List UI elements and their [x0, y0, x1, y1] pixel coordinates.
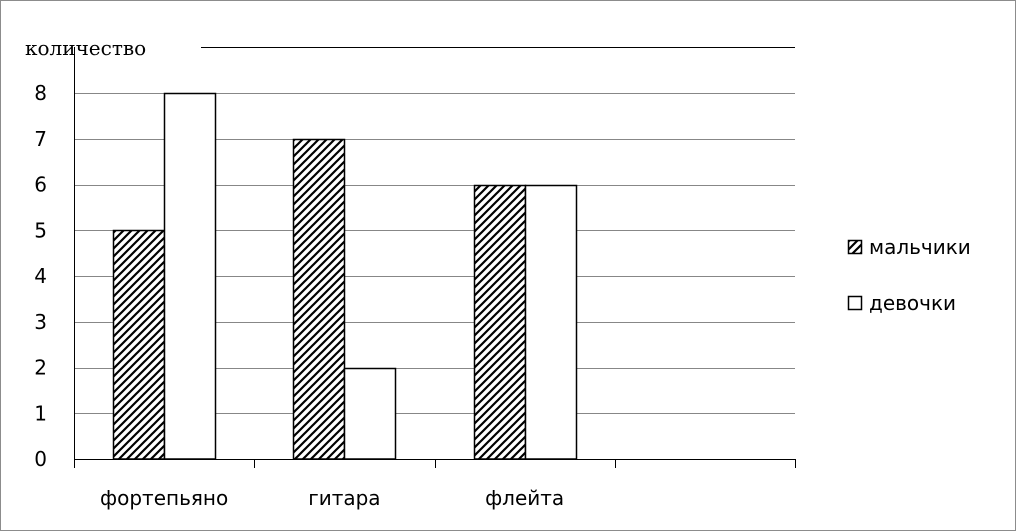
- y-tick-label: 3: [34, 310, 47, 334]
- bar-girls-0: [163, 92, 217, 460]
- bar-girls-1: [343, 367, 397, 460]
- y-tick-label: 6: [34, 173, 47, 197]
- bar-girls-2: [524, 184, 578, 460]
- y-tick-label: 4: [34, 264, 47, 288]
- legend-label: мальчики: [869, 235, 971, 259]
- y-tick-label: 8: [34, 81, 47, 105]
- bar-boys-2: [473, 184, 527, 460]
- labels: 0 1 2 3 4 5 6 7 8 количество фортепьяно гитара флейт…: [25, 36, 564, 510]
- legend: мальчики девочки: [847, 235, 971, 315]
- legend-swatch: [847, 295, 863, 311]
- x-category-label: флейта: [485, 486, 564, 510]
- y-tick-label: 1: [34, 401, 47, 425]
- y-tick-label: 7: [34, 127, 47, 151]
- bar-boys-0: [112, 229, 166, 460]
- y-tick-label: 2: [34, 356, 47, 380]
- bars: [112, 92, 578, 460]
- legend-swatch: [847, 239, 863, 255]
- y-axis-label: количество: [25, 36, 146, 60]
- bar-boys-1: [292, 138, 346, 460]
- y-tick-label: 0: [34, 447, 47, 471]
- legend-label: девочки: [869, 291, 956, 315]
- axes: [74, 47, 796, 468]
- y-tick-label: 5: [34, 218, 47, 242]
- x-category-label: фортепьяно: [100, 486, 228, 510]
- x-category-label: гитара: [308, 486, 380, 510]
